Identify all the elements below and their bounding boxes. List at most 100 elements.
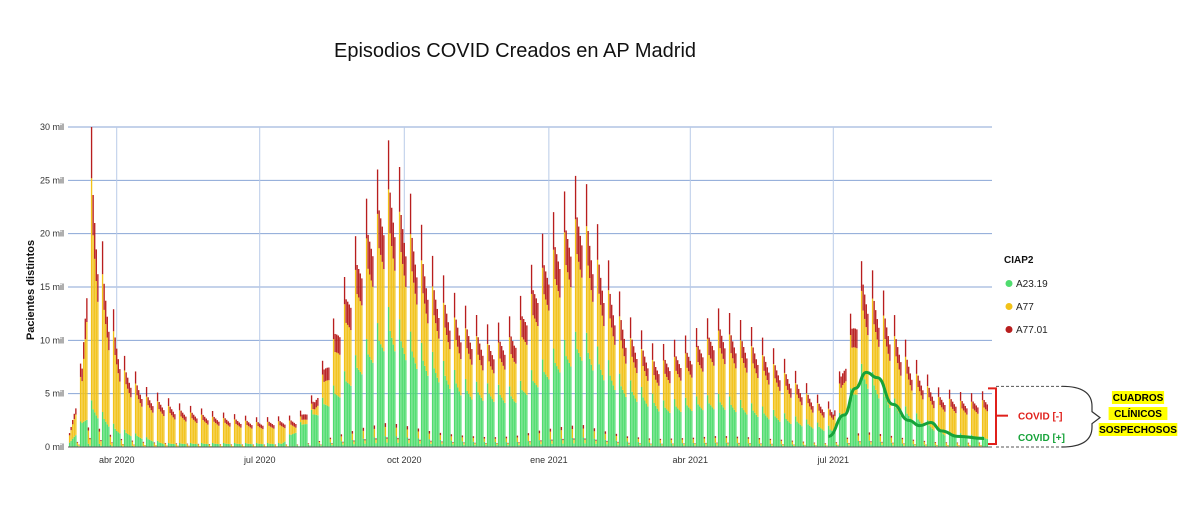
bar-A77 xyxy=(281,426,283,444)
bar-A77 xyxy=(769,440,772,444)
bar-A77 xyxy=(424,303,426,366)
bar-A77 xyxy=(249,427,251,444)
bar-A77.01 xyxy=(878,327,880,347)
bar-A77 xyxy=(834,416,836,431)
bar-A77.01 xyxy=(983,399,985,408)
bar-A77.01 xyxy=(769,438,772,441)
bar-A77 xyxy=(219,444,222,447)
bar-A77 xyxy=(336,352,338,396)
bar-A23.19 xyxy=(600,369,602,447)
bar-A77 xyxy=(210,446,212,447)
bar-A23.19 xyxy=(849,388,852,447)
bar-A77.01 xyxy=(248,422,250,427)
bar-A23.19 xyxy=(455,383,457,447)
bar-A77.01 xyxy=(237,421,239,426)
bar-A77 xyxy=(524,342,526,394)
bar-A77.01 xyxy=(540,440,542,442)
bar-A77 xyxy=(950,406,952,435)
bar-A23.19 xyxy=(853,394,855,447)
bar-A77.01 xyxy=(398,167,401,212)
bar-A23.19 xyxy=(469,396,471,447)
bar-A77 xyxy=(438,338,440,383)
bar-A77.01 xyxy=(288,415,291,421)
bar-A77.01 xyxy=(378,210,380,249)
bar-A77 xyxy=(846,439,849,443)
bar-A77.01 xyxy=(458,335,460,354)
bar-A77.01 xyxy=(959,392,962,401)
bar-A77 xyxy=(831,417,833,431)
bar-A23.19 xyxy=(659,443,662,447)
bar-A77 xyxy=(920,395,922,424)
bar-A23.19 xyxy=(425,370,427,447)
bar-A23.19 xyxy=(84,420,86,447)
bar-A23.19 xyxy=(666,409,668,447)
bar-A77.01 xyxy=(127,377,129,389)
bar-A77.01 xyxy=(475,315,478,337)
bar-A77 xyxy=(791,441,794,445)
bar-A77.01 xyxy=(669,371,671,384)
bar-A77 xyxy=(488,361,490,394)
bar-A77.01 xyxy=(702,357,704,372)
bar-A23.19 xyxy=(890,442,893,447)
bar-A77 xyxy=(760,444,762,446)
bar-A77 xyxy=(260,428,262,444)
bar-A77 xyxy=(430,441,432,444)
bar-A23.19 xyxy=(474,444,476,447)
bar-A77 xyxy=(596,259,599,347)
bar-A77.01 xyxy=(565,230,567,266)
bar-A77.01 xyxy=(821,409,823,416)
bar-A77 xyxy=(945,443,948,446)
bar-A23.19 xyxy=(106,424,108,447)
bar-A23.19 xyxy=(769,443,772,447)
bar-A23.19 xyxy=(559,372,561,447)
bar-A77.01 xyxy=(835,442,838,444)
bar-A77.01 xyxy=(292,421,294,426)
bar-A77 xyxy=(601,315,603,376)
bar-A77 xyxy=(284,428,286,442)
bar-A23.19 xyxy=(926,420,929,447)
bar-A77 xyxy=(485,443,487,445)
bar-A77.01 xyxy=(754,353,756,369)
bar-A23.19 xyxy=(895,407,897,447)
bar-A77 xyxy=(931,404,933,429)
bar-A77 xyxy=(306,419,308,425)
bar-A77 xyxy=(518,443,520,445)
bar-A77 xyxy=(626,438,629,442)
bar-A23.19 xyxy=(488,393,490,447)
bar-A77 xyxy=(246,425,248,444)
bar-A23.19 xyxy=(706,395,709,447)
bar-A77 xyxy=(268,425,270,444)
bar-A23.19 xyxy=(582,437,585,447)
curly-brace xyxy=(1061,385,1101,448)
bar-A77.01 xyxy=(585,184,588,227)
bar-A77.01 xyxy=(455,319,457,340)
bar-A23.19 xyxy=(339,397,341,447)
bar-A77 xyxy=(618,316,621,374)
bar-A77 xyxy=(746,372,748,415)
bar-A77 xyxy=(185,421,187,445)
bar-A77.01 xyxy=(425,288,427,314)
bar-A77 xyxy=(967,443,970,446)
bar-A77 xyxy=(257,426,259,444)
bar-A77 xyxy=(725,437,728,443)
bar-A77 xyxy=(853,347,855,395)
bar-A77.01 xyxy=(862,284,864,311)
bar-A23.19 xyxy=(928,425,930,447)
bar-A77 xyxy=(851,347,853,395)
bar-A77.01 xyxy=(193,414,195,420)
bar-A77.01 xyxy=(900,362,902,376)
bar-A23.19 xyxy=(325,404,327,447)
bar-A23.19 xyxy=(766,417,768,447)
bar-A77.01 xyxy=(262,425,264,430)
bar-A77 xyxy=(633,362,635,396)
bar-A23.19 xyxy=(248,443,250,447)
bar-A77.01 xyxy=(147,397,149,406)
bar-A77.01 xyxy=(227,421,229,426)
bar-A77.01 xyxy=(301,414,303,420)
bar-A77 xyxy=(427,323,429,376)
bar-A77.01 xyxy=(386,437,388,439)
bar-A77.01 xyxy=(802,441,805,443)
bar-A23.19 xyxy=(108,426,110,447)
bar-A77 xyxy=(573,439,575,444)
bar-A77.01 xyxy=(213,416,215,422)
